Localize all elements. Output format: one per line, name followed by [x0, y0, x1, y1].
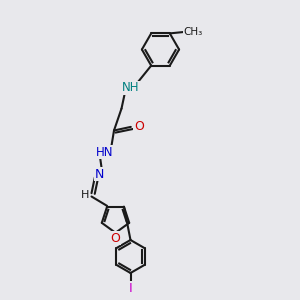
Text: O: O: [110, 232, 120, 245]
Text: HN: HN: [96, 146, 114, 159]
Text: I: I: [129, 282, 132, 295]
Text: CH₃: CH₃: [184, 27, 203, 37]
Text: H: H: [81, 190, 89, 200]
Text: NH: NH: [122, 81, 139, 94]
Text: O: O: [134, 120, 144, 134]
Text: N: N: [94, 167, 104, 181]
